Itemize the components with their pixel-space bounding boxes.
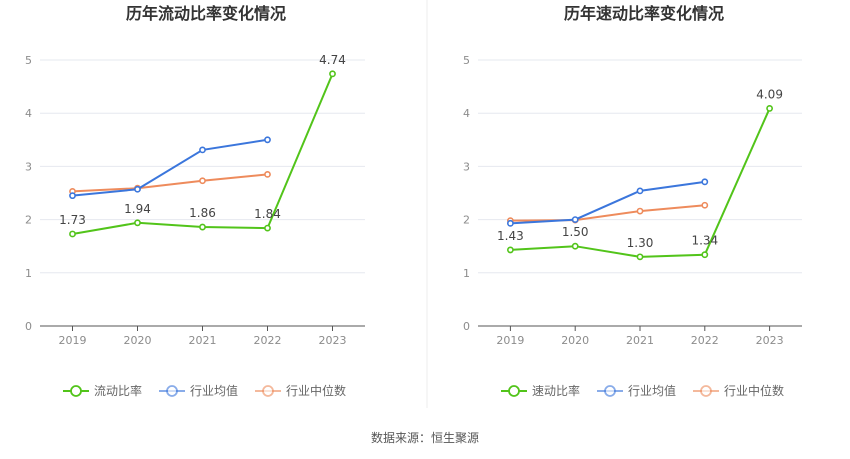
y-tick-label: 0	[25, 320, 32, 333]
legend-label: 行业中位数	[286, 383, 346, 398]
legend-item-industry-median[interactable]: 行业中位数	[693, 383, 784, 398]
legend-item-company[interactable]: 速动比率	[501, 383, 580, 398]
series-line-industry-avg	[510, 180, 705, 225]
y-tick-label: 4	[25, 107, 32, 120]
y-tick-label: 2	[25, 214, 32, 227]
legend-item-industry-avg[interactable]: 行业均值	[597, 383, 676, 398]
data-point-company	[264, 224, 271, 232]
legend-label: 行业均值	[190, 383, 238, 398]
legend-marker-icon	[262, 385, 274, 397]
data-point-industry-avg	[636, 187, 644, 195]
legend-label: 行业中位数	[724, 383, 784, 398]
chart-title: 历年速动比率变化情况	[564, 4, 724, 23]
x-tick-label: 2022	[691, 334, 719, 347]
y-tick-label: 0	[463, 320, 470, 333]
x-tick-label: 2021	[626, 334, 654, 347]
data-point-industry-median	[199, 177, 206, 185]
data-point-industry-avg	[134, 185, 141, 193]
legend-marker-icon	[508, 385, 520, 397]
chart-title: 历年流动比率变化情况	[126, 4, 286, 23]
y-tick-label: 5	[463, 54, 470, 67]
data-point-industry-avg	[701, 178, 709, 186]
data-point-industry-avg	[264, 136, 271, 144]
data-label: 1.43	[497, 229, 524, 243]
data-label: 1.84	[254, 207, 281, 221]
legend-marker-icon	[70, 385, 82, 397]
y-tick-label: 2	[463, 214, 470, 227]
series-line-industry-median	[72, 173, 268, 193]
data-label: 1.86	[189, 206, 216, 220]
series-line-industry-avg	[72, 138, 268, 197]
data-label: 4.74	[319, 53, 346, 67]
source-note: 数据来源：恒生聚源	[371, 430, 479, 445]
data-point-industry-median	[701, 201, 709, 209]
y-tick-label: 3	[463, 160, 470, 173]
legend-item-industry-avg[interactable]: 行业均值	[159, 383, 238, 398]
data-point-industry-avg	[571, 216, 579, 223]
y-tick-label: 3	[25, 160, 32, 173]
data-point-company	[69, 230, 76, 238]
x-tick-label: 2020	[124, 334, 152, 347]
data-label: 1.30	[627, 236, 654, 250]
data-point-company	[571, 242, 579, 250]
legend-marker-icon	[700, 385, 712, 397]
data-label: 1.34	[691, 234, 718, 248]
x-tick-label: 2022	[254, 334, 282, 347]
data-point-company	[329, 70, 336, 78]
legend-label: 速动比率	[532, 383, 580, 398]
legend-item-industry-median[interactable]: 行业中位数	[255, 383, 346, 398]
y-tick-label: 4	[463, 107, 470, 120]
data-label: 1.73	[59, 213, 86, 227]
legend-item-company[interactable]: 流动比率	[63, 383, 142, 398]
data-label: 1.50	[562, 225, 589, 239]
legend-label: 流动比率	[94, 383, 142, 398]
x-tick-label: 2020	[561, 334, 589, 347]
data-point-industry-median	[264, 170, 271, 178]
y-tick-label: 1	[25, 267, 32, 280]
x-tick-label: 2019	[496, 334, 524, 347]
data-point-industry-avg	[199, 146, 206, 154]
data-point-company	[199, 223, 206, 231]
data-point-company	[701, 251, 709, 259]
data-point-company	[134, 219, 141, 227]
x-tick-label: 2019	[59, 334, 87, 347]
series-line-company	[510, 108, 771, 258]
x-tick-label: 2021	[189, 334, 217, 347]
data-point-industry-avg	[69, 192, 76, 200]
data-point-company	[506, 246, 514, 254]
y-tick-label: 5	[25, 54, 32, 67]
legend-marker-icon	[604, 385, 616, 397]
data-label: 1.94	[124, 202, 151, 216]
x-tick-label: 2023	[319, 334, 347, 347]
y-tick-label: 1	[463, 267, 470, 280]
data-label: 4.09	[756, 87, 783, 101]
data-point-industry-median	[636, 207, 644, 215]
series-line-industry-median	[510, 204, 705, 222]
legend-marker-icon	[166, 385, 178, 397]
data-point-industry-avg	[506, 219, 514, 227]
chart-panel-2: 历年速动比率变化情况 0 1 2 3 4 5 2019 2020 2021 2022 2023 1.43…	[463, 4, 802, 398]
x-tick-label: 2023	[756, 334, 784, 347]
legend-label: 行业均值	[628, 383, 676, 398]
chart-panel-1: 历年流动比率变化情况 0 1 2 3 4 5 2019 2020 2021 2022 2023 1.73…	[25, 4, 365, 398]
data-point-company	[766, 105, 773, 112]
data-point-company	[636, 253, 644, 261]
